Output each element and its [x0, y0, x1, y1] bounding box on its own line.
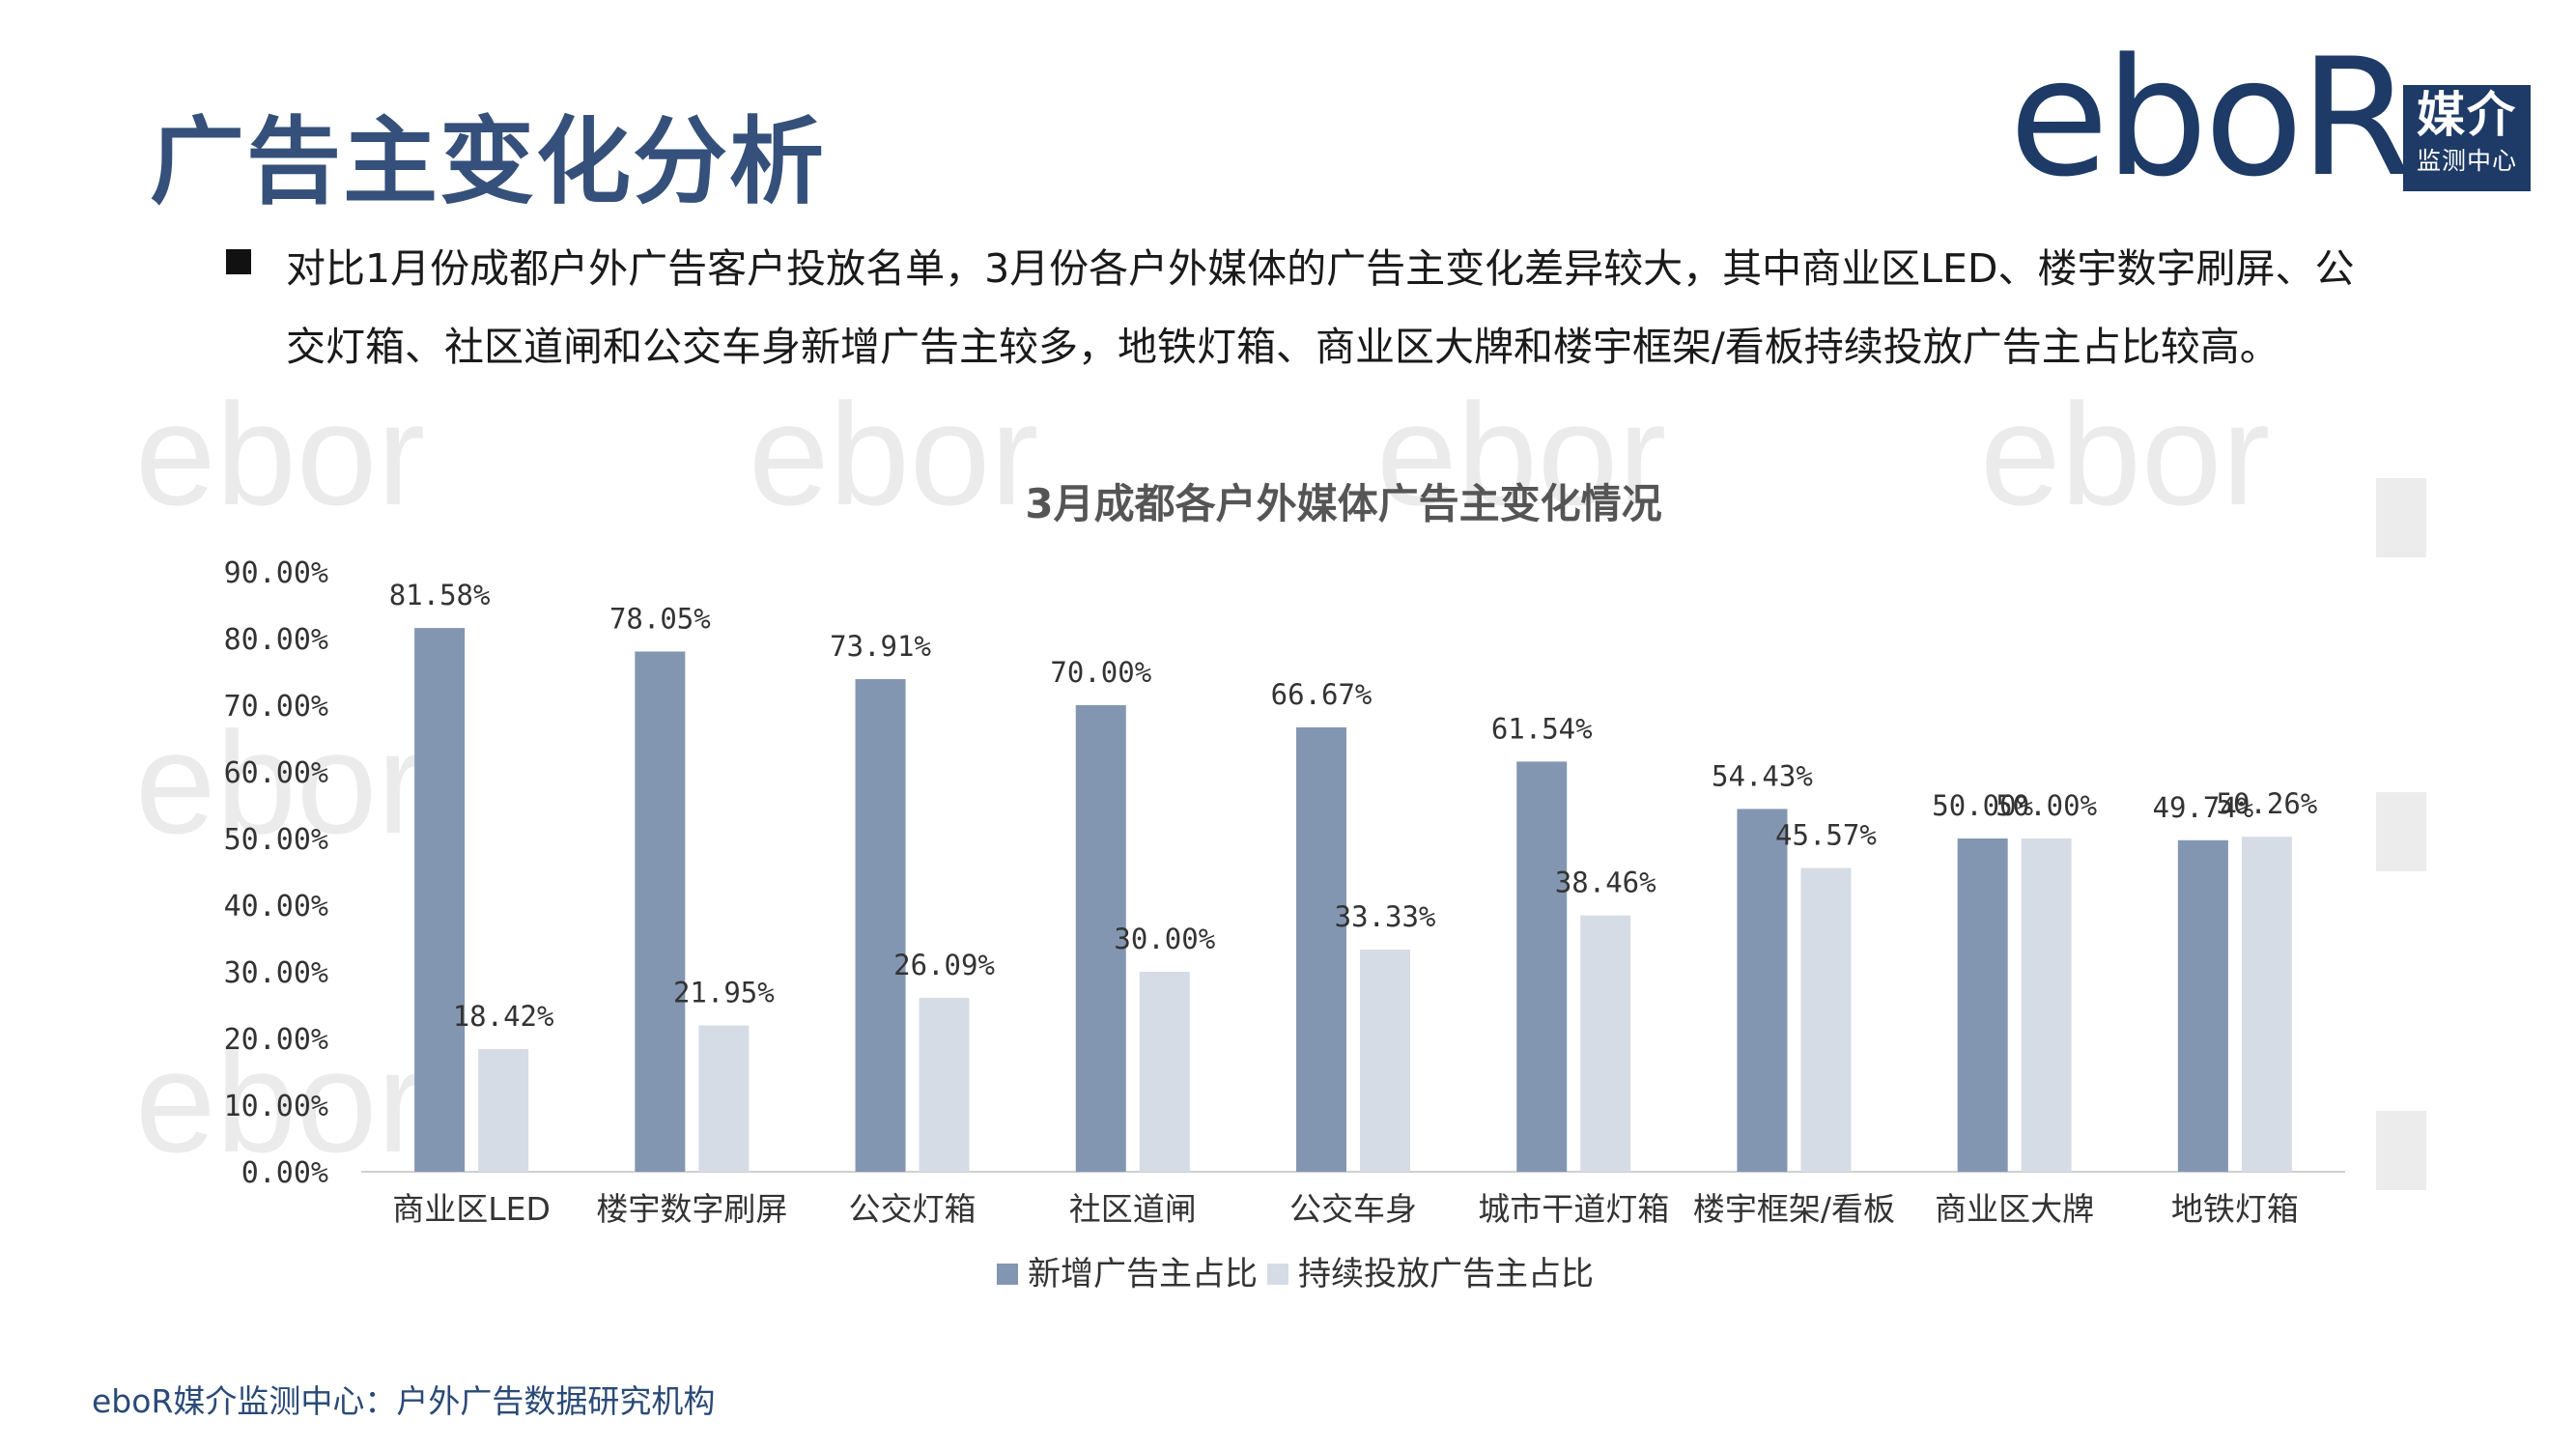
brand-logo: eboR 媒介 监测中心 [2009, 37, 2531, 199]
x-tick-label: 公交车身 [1289, 1190, 1417, 1228]
y-tick-label: 0.00% [241, 1156, 328, 1190]
y-tick-label: 80.00% [224, 623, 328, 657]
watermark-mark [2376, 792, 2426, 871]
logo-badge-main: 媒介 [2417, 86, 2517, 143]
data-label: 81.58% [389, 579, 491, 611]
x-tick-label: 楼宇数字刷屏 [596, 1190, 787, 1228]
bar-continuing-advertisers [1360, 950, 1410, 1172]
x-tick-label: 地铁灯箱 [2171, 1190, 2299, 1228]
y-tick-label: 70.00% [224, 690, 328, 724]
data-label: 78.05% [609, 602, 711, 635]
data-label: 38.46% [1555, 867, 1656, 899]
bar-continuing-advertisers [698, 1025, 750, 1172]
x-tick-label: 公交灯箱 [849, 1190, 977, 1228]
x-tick-label: 城市干道灯箱 [1478, 1190, 1669, 1228]
logo-badge-sub: 监测中心 [2416, 147, 2517, 175]
watermark-mark [2376, 478, 2426, 557]
data-label: 30.00% [1114, 923, 1215, 955]
page-title: 广告主变化分析 [150, 107, 827, 217]
bar-new-advertisers [1516, 761, 1568, 1172]
bar-continuing-advertisers [2021, 838, 2072, 1172]
y-tick-label: 90.00% [224, 556, 328, 590]
y-tick-label: 10.00% [224, 1090, 328, 1123]
logo-badge: 媒介 监测中心 [2403, 85, 2531, 191]
bar-new-advertisers [855, 679, 906, 1172]
x-tick-label: 社区道闸 [1069, 1190, 1197, 1228]
data-label: 49.74% [2153, 791, 2254, 824]
chart-title: 3月成都各户外媒体广告主变化情况 [1025, 480, 1661, 527]
y-tick-label: 50.00% [224, 823, 328, 857]
bar-continuing-advertisers [1139, 972, 1190, 1172]
bar-new-advertisers [635, 651, 686, 1172]
bar-new-advertisers [1737, 809, 1788, 1172]
bar-new-advertisers [1075, 705, 1126, 1172]
data-label: 54.43% [1712, 759, 1813, 792]
bar-new-advertisers [1957, 838, 2008, 1172]
y-tick-label: 30.00% [224, 956, 328, 990]
x-tick-label: 楼宇框架/看板 [1693, 1190, 1895, 1228]
data-label: 73.91% [830, 630, 931, 663]
legend-label-new: 新增广告主占比 [1028, 1255, 1258, 1293]
footer-source: eboR媒介监测中心：户外广告数据研究机构 [92, 1382, 716, 1420]
watermark-mark [2376, 1111, 2426, 1190]
bar-new-advertisers [414, 628, 466, 1172]
bar-continuing-advertisers [1800, 867, 1852, 1172]
summary-text: 对比1月份成都户外广告客户投放名单，3月份各户外媒体的广告主变化差异较大，其中商… [286, 245, 2355, 370]
y-tick-label: 40.00% [224, 890, 328, 923]
data-label: 50.00% [1996, 789, 2097, 822]
x-tick-label: 商业区LED [392, 1190, 551, 1228]
data-label: 45.57% [1775, 819, 1877, 852]
bar-continuing-advertisers [478, 1048, 529, 1172]
data-label: 66.67% [1271, 678, 1373, 711]
bar-continuing-advertisers [919, 997, 970, 1172]
data-label: 21.95% [673, 977, 775, 1009]
bullet-square-icon [226, 249, 251, 274]
y-tick-label: 20.00% [224, 1023, 328, 1057]
bar-new-advertisers [2177, 839, 2228, 1172]
bar-new-advertisers [1296, 726, 1346, 1172]
x-tick-label: 商业区大牌 [1935, 1190, 2094, 1228]
data-label: 50.26% [2217, 787, 2318, 820]
data-label: 50.00% [1932, 789, 2033, 822]
bar-continuing-advertisers [2241, 837, 2292, 1172]
data-label: 33.33% [1335, 900, 1436, 933]
y-tick-label: 60.00% [224, 756, 328, 790]
bar-continuing-advertisers [1580, 915, 1631, 1172]
legend-swatch-new [997, 1264, 1018, 1285]
data-label: 18.42% [453, 1000, 554, 1033]
legend-swatch-continuing [1267, 1264, 1288, 1285]
logo-wordmark: eboR [2009, 23, 2413, 213]
data-label: 70.00% [1050, 656, 1151, 689]
legend-label-continuing: 持续投放广告主占比 [1298, 1255, 1594, 1293]
data-label: 61.54% [1491, 712, 1593, 745]
data-label: 26.09% [893, 949, 995, 981]
